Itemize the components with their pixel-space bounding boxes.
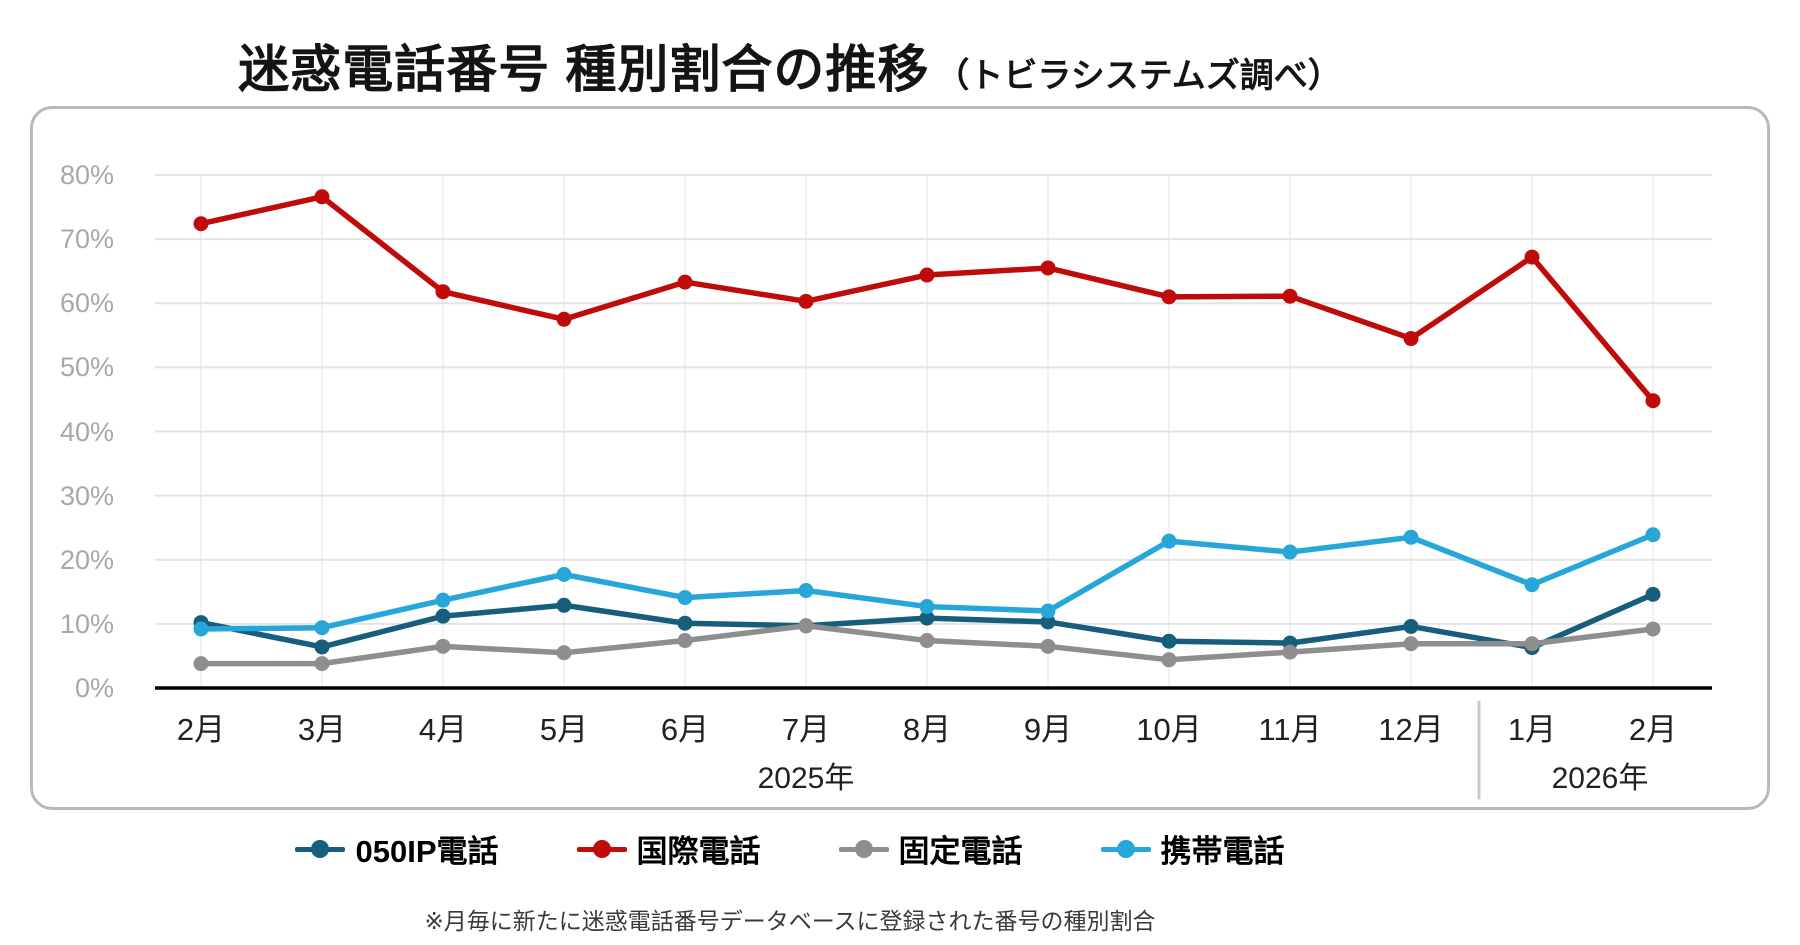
chart-panel: [30, 106, 1770, 810]
data-point-国際電話: [435, 284, 451, 300]
y-tick-label: 70%: [59, 224, 114, 255]
legend-label: 国際電話: [636, 834, 761, 869]
data-point-携帯電話: [1040, 603, 1056, 619]
data-point-固定電話: [556, 645, 572, 661]
data-point-国際電話: [1040, 260, 1056, 276]
data-point-050IP電話: [314, 639, 330, 655]
y-tick-label: 40%: [59, 416, 114, 447]
data-point-050IP電話: [677, 615, 693, 631]
data-point-携帯電話: [193, 621, 209, 637]
legend-item-050IP電話: 050IP電話: [295, 826, 499, 871]
data-point-国際電話: [1403, 331, 1419, 347]
x-tick-label: 1月: [1507, 712, 1557, 747]
y-tick-label: 50%: [59, 352, 114, 383]
chart-legend: 050IP電話 国際電話 固定電話 携帯電話: [0, 826, 1580, 871]
data-point-固定電話: [798, 618, 814, 634]
data-point-固定電話: [1403, 636, 1419, 652]
data-point-固定電話: [1282, 644, 1298, 660]
x-tick-label: 11月: [1258, 712, 1322, 747]
data-point-携帯電話: [1403, 529, 1419, 545]
data-point-国際電話: [677, 274, 693, 290]
data-point-050IP電話: [1403, 618, 1419, 634]
x-tick-label: 7月: [781, 712, 831, 747]
data-point-携帯電話: [1161, 533, 1177, 549]
data-point-050IP電話: [1161, 633, 1177, 649]
data-point-国際電話: [556, 311, 572, 327]
legend-item-携帯電話: 携帯電話: [1100, 826, 1285, 871]
data-point-携帯電話: [798, 583, 814, 599]
legend-label: 固定電話: [898, 834, 1023, 869]
legend-line-dot-marker: [838, 839, 889, 859]
legend-label: 携帯電話: [1160, 834, 1285, 869]
legend-marker-dot: [854, 839, 873, 858]
data-point-国際電話: [798, 293, 814, 309]
x-tick-label: 10月: [1136, 712, 1202, 747]
data-point-携帯電話: [556, 566, 572, 582]
legend-item-固定電話: 固定電話: [838, 826, 1023, 871]
x-tick-label: 3月: [297, 712, 347, 747]
data-point-固定電話: [1040, 638, 1056, 654]
legend-line-dot-marker: [295, 839, 346, 859]
x-tick-label: 9月: [1023, 712, 1073, 747]
data-point-固定電話: [314, 656, 330, 672]
y-tick-label: 80%: [59, 160, 114, 190]
data-point-携帯電話: [1645, 527, 1661, 543]
legend-label: 050IP電話: [355, 834, 499, 869]
legend-marker-dot: [1116, 839, 1135, 858]
data-point-固定電話: [677, 633, 693, 649]
x-tick-label: 2月: [176, 712, 226, 747]
data-point-携帯電話: [1282, 544, 1298, 560]
data-point-固定電話: [1524, 636, 1540, 652]
data-point-国際電話: [193, 216, 209, 232]
x-tick-label: 2月: [1628, 712, 1678, 747]
data-point-固定電話: [1645, 621, 1661, 637]
legend-line-dot-marker: [576, 839, 627, 859]
data-point-携帯電話: [919, 599, 935, 615]
y-tick-label: 30%: [59, 480, 114, 511]
x-tick-label: 6月: [660, 712, 710, 747]
data-point-携帯電話: [677, 590, 693, 606]
x-tick-label: 4月: [418, 712, 468, 747]
chart-title-sub: （トビラシステムズ調べ）: [935, 57, 1342, 95]
data-point-050IP電話: [919, 610, 935, 626]
chart-title-main: 迷惑電話番号 種別割合の推移: [238, 41, 930, 98]
legend-marker-dot: [592, 839, 611, 858]
chart-title: 迷惑電話番号 種別割合の推移 （トビラシステムズ調べ）: [0, 28, 1580, 102]
y-tick-label: 60%: [59, 288, 114, 319]
x-tick-label: 5月: [539, 712, 589, 747]
data-point-固定電話: [193, 656, 209, 672]
x-tick-label: 8月: [902, 712, 952, 747]
data-point-国際電話: [1645, 393, 1661, 409]
data-point-050IP電話: [1645, 586, 1661, 602]
legend-item-国際電話: 国際電話: [576, 826, 761, 871]
data-point-国際電話: [1161, 289, 1177, 305]
data-point-050IP電話: [556, 597, 572, 613]
data-point-携帯電話: [314, 620, 330, 636]
data-point-国際電話: [919, 267, 935, 283]
data-point-固定電話: [919, 633, 935, 649]
x-tick-label: 12月: [1378, 712, 1444, 747]
year-label-2025: 2025年: [757, 762, 855, 795]
data-point-固定電話: [1161, 652, 1177, 668]
data-point-050IP電話: [435, 608, 451, 624]
legend-line-dot-marker: [1100, 839, 1151, 859]
data-point-国際電話: [314, 189, 330, 205]
legend-marker-dot: [311, 839, 330, 858]
data-point-050IP電話: [1040, 614, 1056, 630]
y-tick-label: 10%: [59, 608, 114, 639]
year-label-2026: 2026年: [1551, 762, 1649, 795]
chart-footnote: ※月毎に新たに迷惑電話番号データベースに登録された番号の種別割合: [424, 908, 1156, 934]
data-point-携帯電話: [435, 592, 451, 608]
data-point-携帯電話: [1524, 577, 1540, 593]
data-point-固定電話: [435, 638, 451, 654]
data-point-国際電話: [1524, 249, 1540, 265]
data-point-国際電話: [1282, 288, 1298, 304]
y-tick-label: 20%: [59, 544, 114, 575]
y-tick-label: 0%: [74, 673, 114, 703]
